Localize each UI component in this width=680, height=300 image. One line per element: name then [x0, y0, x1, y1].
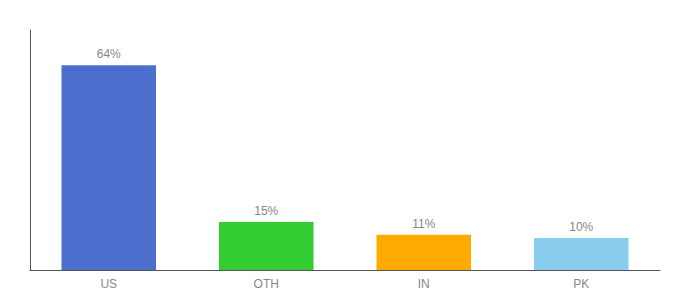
svg-text:15%: 15%	[254, 204, 278, 218]
svg-text:10%: 10%	[569, 220, 593, 234]
svg-text:IN: IN	[418, 277, 430, 291]
svg-text:11%: 11%	[412, 217, 435, 231]
svg-text:PK: PK	[573, 277, 589, 291]
svg-text:64%: 64%	[97, 47, 121, 61]
svg-text:OTH: OTH	[254, 277, 279, 291]
svg-text:US: US	[100, 277, 117, 291]
